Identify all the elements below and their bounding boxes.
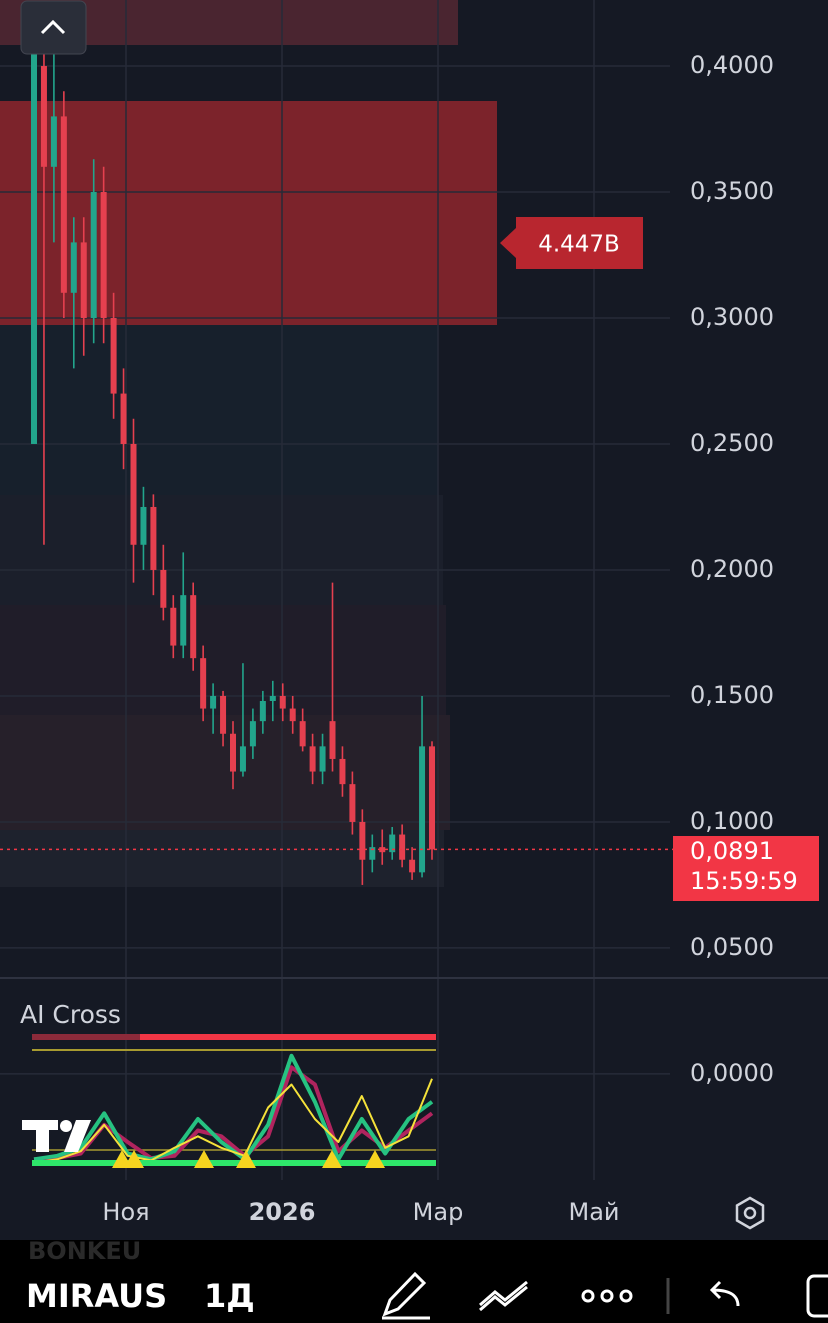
interval[interactable]: 1Д [204, 1277, 255, 1315]
x-tick-label: Мар [413, 1198, 464, 1226]
candle-body [419, 746, 426, 873]
volume-zone [0, 830, 444, 887]
candle-body [100, 192, 107, 318]
y-tick-label: 0,0500 [690, 933, 774, 961]
candle-body [80, 242, 87, 318]
settings-icon [743, 1206, 757, 1220]
candle-body [230, 733, 236, 772]
countdown: 15:59:59 [690, 867, 798, 895]
candle-body [120, 393, 127, 444]
candle-body [210, 695, 217, 709]
x-tick-label: Ноя [102, 1198, 149, 1226]
y-tick-label: 0,1500 [690, 681, 774, 709]
y-tick-label: 0,2500 [690, 429, 774, 457]
y-tick-label: 0,0000 [690, 1059, 774, 1087]
collapse-button[interactable] [20, 0, 87, 55]
indicator-name: AI Cross [20, 1000, 121, 1029]
x-tick-label: 2026 [249, 1198, 316, 1226]
undo-button[interactable] [709, 1280, 740, 1307]
candle-body [309, 746, 316, 772]
tv-logo [22, 1120, 91, 1152]
symbol[interactable]: MIRAUS [26, 1277, 167, 1315]
indicators-button[interactable] [479, 1280, 528, 1312]
candle-body [40, 66, 47, 167]
candle-body [409, 859, 416, 873]
y-tick-label: 0,1000 [690, 807, 774, 835]
candle-body [60, 116, 67, 293]
candle-body [190, 595, 197, 659]
toolbar [0, 1240, 828, 1323]
candle-body [249, 721, 256, 747]
candle-body [429, 746, 435, 850]
indicator-line [33, 1053, 434, 1162]
candle-body [140, 506, 147, 545]
candle-body [200, 658, 207, 709]
x-tick-label: Май [568, 1198, 619, 1226]
more-button[interactable] [581, 1289, 633, 1303]
candle-body [70, 242, 77, 293]
candle-body [90, 192, 97, 318]
candle-body [389, 834, 396, 853]
indicator-band [32, 1034, 436, 1040]
candle-body [349, 784, 356, 822]
candle-body [110, 317, 117, 394]
candle-body [279, 695, 286, 709]
signal-markers [112, 1150, 385, 1168]
background-symbol: BONKEU [28, 1237, 141, 1265]
candle-body [220, 695, 227, 734]
candle-body [339, 758, 346, 785]
candle-body [269, 695, 276, 701]
volume-zone [0, 715, 450, 830]
candle-body [259, 700, 266, 722]
more-tools[interactable] [806, 1274, 828, 1318]
candle-body [160, 569, 167, 608]
candle-body [369, 847, 376, 860]
indicator-line [33, 1065, 434, 1162]
candle-body [170, 607, 177, 646]
candle-body [239, 746, 246, 772]
y-tick-label: 0,4000 [690, 51, 774, 79]
candle-body [359, 821, 366, 860]
indicator-line [33, 1078, 433, 1164]
candle-body [50, 116, 57, 167]
candle-body [180, 595, 187, 646]
chevron-icon [40, 19, 66, 35]
y-tick-label: 0,3000 [690, 303, 774, 331]
last-price-label: 0,0891 [690, 837, 774, 865]
y-tick-label: 0,3500 [690, 177, 774, 205]
y-tick-label: 0,2000 [690, 555, 774, 583]
volume-tag [500, 217, 643, 269]
candle-body [319, 746, 326, 772]
candle-body [299, 721, 306, 747]
volume-label: 4.447B [538, 232, 620, 258]
candle-body [130, 443, 137, 545]
indicator-band [32, 1034, 140, 1040]
volume-zone [0, 495, 443, 605]
candle-body [31, 40, 37, 444]
candle-body [289, 708, 296, 722]
volume-zone [0, 325, 438, 495]
settings-button[interactable] [735, 1196, 765, 1230]
candle-body [329, 721, 336, 759]
candle-body [399, 834, 406, 860]
candle-body [150, 506, 157, 570]
price-tag [673, 836, 819, 901]
draw-button[interactable] [382, 1271, 430, 1320]
candle-body [379, 847, 386, 853]
